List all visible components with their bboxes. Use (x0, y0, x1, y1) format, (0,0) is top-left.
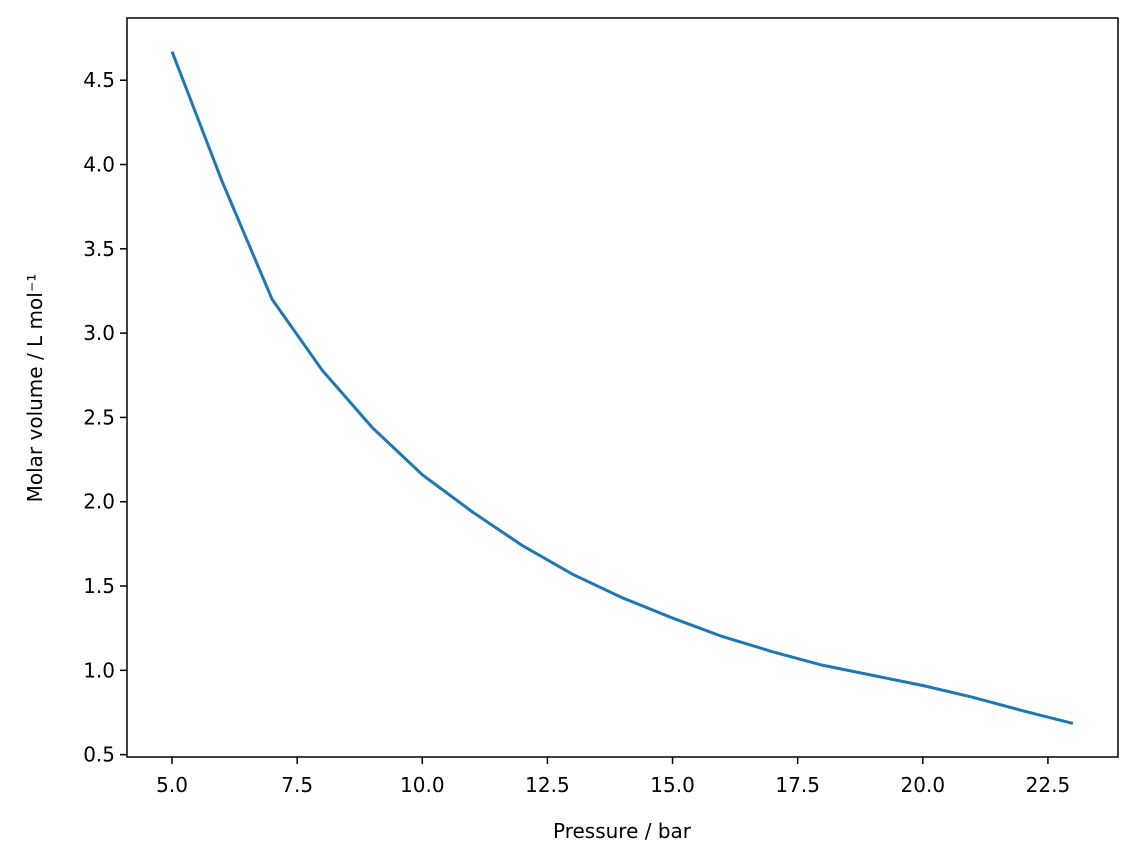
y-tick-label: 4.0 (83, 153, 115, 177)
x-tick-label: 5.0 (156, 773, 188, 797)
y-tick-label: 0.5 (83, 743, 115, 767)
x-tick-label: 7.5 (281, 773, 313, 797)
y-tick-label: 1.0 (83, 658, 115, 682)
y-tick-label: 4.5 (83, 68, 115, 92)
y-tick-label: 3.0 (83, 321, 115, 345)
data-line (170, 51, 1074, 725)
y-axis-label: Molar volume / L mol⁻¹ (23, 274, 47, 503)
y-tick-label: 1.5 (83, 574, 115, 598)
x-tick-label: 17.5 (775, 773, 820, 797)
x-tick-label: 12.5 (525, 773, 570, 797)
x-tick-label: 10.0 (400, 773, 445, 797)
x-tick-label: 15.0 (650, 773, 695, 797)
x-tick-label: 20.0 (901, 773, 946, 797)
y-tick-label: 3.5 (83, 237, 115, 261)
x-tick-label: 22.5 (1026, 773, 1071, 797)
y-tick-label: 2.5 (83, 405, 115, 429)
x-axis-label: Pressure / bar (553, 819, 692, 843)
y-tick-label: 2.0 (83, 490, 115, 514)
plot-frame (126, 17, 1119, 758)
